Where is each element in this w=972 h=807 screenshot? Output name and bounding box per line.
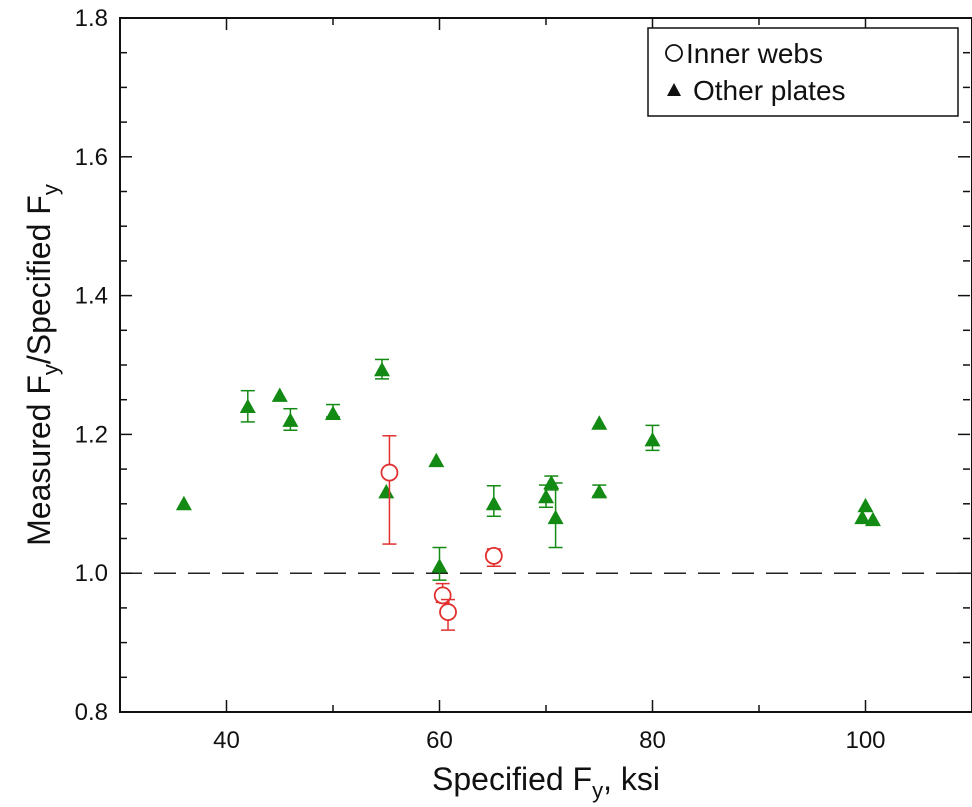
data-point-other-plates <box>591 415 608 430</box>
data-point-other-plates <box>325 405 341 420</box>
data-point-inner-webs <box>439 603 457 621</box>
data-point-other-plates <box>378 484 395 499</box>
y-axis-label: Measured Fy/Specified Fy <box>21 184 63 546</box>
data-point-other-plates <box>239 398 256 414</box>
plot-border <box>119 17 972 713</box>
x-tick-label: 40 <box>213 727 240 754</box>
data-point-inner-webs <box>380 463 399 482</box>
y-tick-label: 1.4 <box>75 283 108 310</box>
y-tick-label: 1.8 <box>75 5 108 32</box>
data-point-other-plates <box>428 452 445 468</box>
x-axis-label: Specified Fy, ksi <box>432 761 660 803</box>
legend-marker-inner-webs <box>665 44 683 62</box>
legend-marker-other-plates <box>667 83 681 96</box>
data-point-other-plates <box>854 509 871 525</box>
data-point-other-plates <box>864 511 881 527</box>
data-point-other-plates <box>538 488 554 504</box>
legend-label-inner-webs: Inner webs <box>686 38 823 69</box>
data-point-other-plates <box>271 387 288 402</box>
data-point-other-plates <box>485 495 502 511</box>
y-tick-label: 0.8 <box>75 699 108 726</box>
y-tick-label: 1.6 <box>75 144 108 171</box>
data-point-other-plates <box>543 474 560 490</box>
x-tick-label: 60 <box>426 727 453 754</box>
y-tick-label: 1.2 <box>75 421 108 448</box>
legend-box <box>647 27 959 117</box>
x-tick-label: 100 <box>845 727 885 754</box>
plot-area <box>119 17 972 713</box>
data-point-other-plates <box>591 484 608 499</box>
legend-label-other-plates: Other plates <box>693 75 846 106</box>
data-point-inner-webs <box>484 546 503 565</box>
data-point-other-plates <box>644 431 661 447</box>
x-tick-label: 80 <box>639 727 666 754</box>
data-point-other-plates <box>175 495 192 511</box>
y-tick-label: 1.0 <box>75 560 108 587</box>
data-marks <box>175 358 881 631</box>
axis-ticks: 40 60 80 100 0.8 1.0 1.2 1.4 1.6 1.8 <box>75 5 970 754</box>
data-point-other-plates <box>431 558 448 573</box>
data-point-other-plates <box>547 509 564 525</box>
data-point-other-plates <box>857 497 874 513</box>
data-point-other-plates <box>282 412 299 427</box>
data-point-other-plates <box>373 361 390 377</box>
legend: Inner webs Other plates <box>647 27 959 117</box>
